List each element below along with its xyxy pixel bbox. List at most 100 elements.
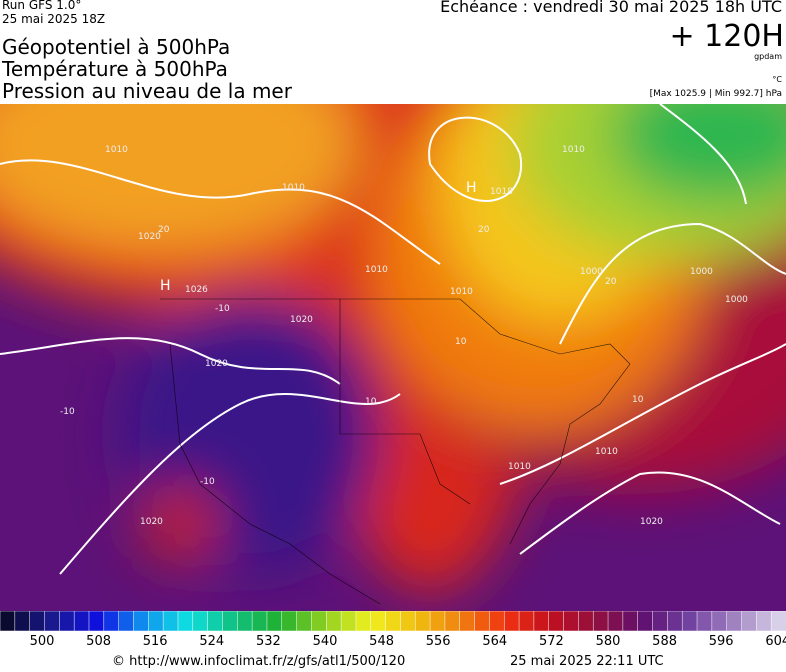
colorbar-swatch [207, 611, 224, 632]
colorbar-label: 548 [369, 634, 394, 649]
contour-label: 1020 [140, 517, 163, 527]
colorbar [0, 611, 786, 632]
colorbar-swatch [489, 611, 505, 632]
colorbar-swatch [741, 611, 758, 632]
colorbar-swatch [103, 611, 120, 632]
contour-label: 20 [605, 277, 617, 287]
colorbar-swatch [548, 611, 565, 632]
colorbar-swatch [622, 611, 639, 632]
colorbar-swatch [607, 611, 624, 632]
colorbar-swatch [281, 611, 298, 632]
colorbar-swatch [533, 611, 550, 632]
colorbar-swatch [696, 611, 713, 632]
contour-label: 1020 [138, 232, 161, 242]
colorbar-swatch [222, 611, 239, 632]
colorbar-swatch [474, 611, 491, 632]
colorbar-swatch [711, 611, 728, 632]
lead-time: + 120H [669, 19, 785, 54]
pressure-range: [Max 1025.9 | Min 992.7] hPa [649, 89, 782, 99]
colorbar-swatch [770, 611, 786, 632]
colorbar-swatch [177, 611, 194, 632]
colorbar-swatch [29, 611, 46, 632]
colorbar-swatch [162, 611, 179, 632]
colorbar-swatch [311, 611, 328, 632]
colorbar-swatch [592, 611, 609, 632]
contour-label: 1000 [725, 295, 748, 305]
colorbar-swatch [0, 611, 16, 632]
colorbar-swatch [444, 611, 461, 632]
unit-temp: °C [772, 75, 782, 84]
title-1: Géopotentiel à 500hPa [2, 35, 231, 59]
contour-label: 1010 [450, 287, 473, 297]
colorbar-label: 524 [199, 634, 225, 649]
contour-label: 1010 [365, 265, 388, 275]
colorbar-label: 596 [708, 634, 734, 649]
contour-label: 1010 [595, 447, 618, 457]
colorbar-swatch [192, 611, 209, 632]
colorbar-swatch [326, 611, 342, 632]
colorbar-swatch [14, 611, 31, 632]
unit-geo: gpdam [754, 52, 782, 61]
contour-label: 1020 [290, 315, 313, 325]
title-2: Température à 500hPa [2, 57, 228, 81]
colorbar-swatch [503, 611, 520, 632]
colorbar-label: 508 [86, 634, 111, 649]
contour-label: 1020 [640, 517, 663, 527]
contour-label: 20 [158, 225, 170, 235]
colorbar-label: 604 [765, 634, 786, 649]
colorbar-swatch [148, 611, 164, 632]
issued-time: 25 mai 2025 22:11 UTC [510, 654, 664, 669]
contour-label: 1010 [105, 145, 128, 155]
contour-label: 10 [365, 397, 377, 407]
colorbar-swatch [652, 611, 669, 632]
colorbar-swatch [266, 611, 283, 632]
colorbar-label: 564 [482, 634, 508, 649]
colorbar-swatch [756, 611, 772, 632]
colorbar-swatch [251, 611, 268, 632]
high-marker: H [160, 278, 171, 294]
colorbar-swatch [88, 611, 105, 632]
contour-label: 1000 [580, 267, 603, 277]
colorbar-swatch [400, 611, 416, 632]
run: Run GFS 1.0° [2, 0, 82, 12]
colorbar-label: 580 [595, 634, 621, 649]
valid-time: Echéance : vendredi 30 mai 2025 18h UTC [440, 0, 782, 16]
contour-label: -10 [200, 477, 215, 487]
colorbar-swatch [370, 611, 387, 632]
contour-label: 20 [478, 225, 490, 235]
contour-label: 1018 [490, 187, 513, 197]
contour-label: 1010 [508, 462, 531, 472]
colorbar-swatch [459, 611, 476, 632]
high-marker: H [466, 180, 477, 196]
colorbar-swatch [340, 611, 357, 632]
colorbar-swatch [237, 611, 253, 632]
contour-labels: 101010101020201026-1010201020-1010-10101… [60, 145, 748, 527]
contour-label: -10 [215, 304, 230, 314]
colorbar-labels: 500 508 516 524 532 540 548 556 564 572 580 588 596 6… [0, 634, 786, 652]
colorbar-swatch [385, 611, 402, 632]
run-date: 25 mai 2025 18Z [2, 12, 106, 26]
colorbar-label: 516 [142, 634, 168, 649]
contour-label: 10 [632, 395, 644, 405]
colorbar-swatch [429, 611, 446, 632]
colorbar-label: 572 [538, 634, 564, 649]
contour-label: -10 [60, 407, 75, 417]
contour-label: 1026 [185, 285, 208, 295]
contour-label: 1010 [562, 145, 585, 155]
colorbar-label: 588 [652, 634, 677, 649]
contour-label: 1020 [205, 359, 228, 369]
colorbar-swatch [414, 611, 431, 632]
colorbar-swatch [355, 611, 372, 632]
map: 101010101020201026-1010201020-1010-10101… [0, 104, 786, 612]
colorbar-swatch [667, 611, 683, 632]
colorbar-swatch [59, 611, 75, 632]
contour-label: 1000 [690, 267, 713, 277]
contour-label: 1010 [282, 183, 305, 193]
source-url: © http://www.infoclimat.fr/z/gfs/atl1/50… [112, 654, 406, 669]
colorbar-label: 556 [425, 634, 451, 649]
colorbar-swatch [296, 611, 313, 632]
temperature-field [0, 104, 786, 612]
borders [160, 298, 631, 605]
colorbar-swatch [133, 611, 150, 632]
